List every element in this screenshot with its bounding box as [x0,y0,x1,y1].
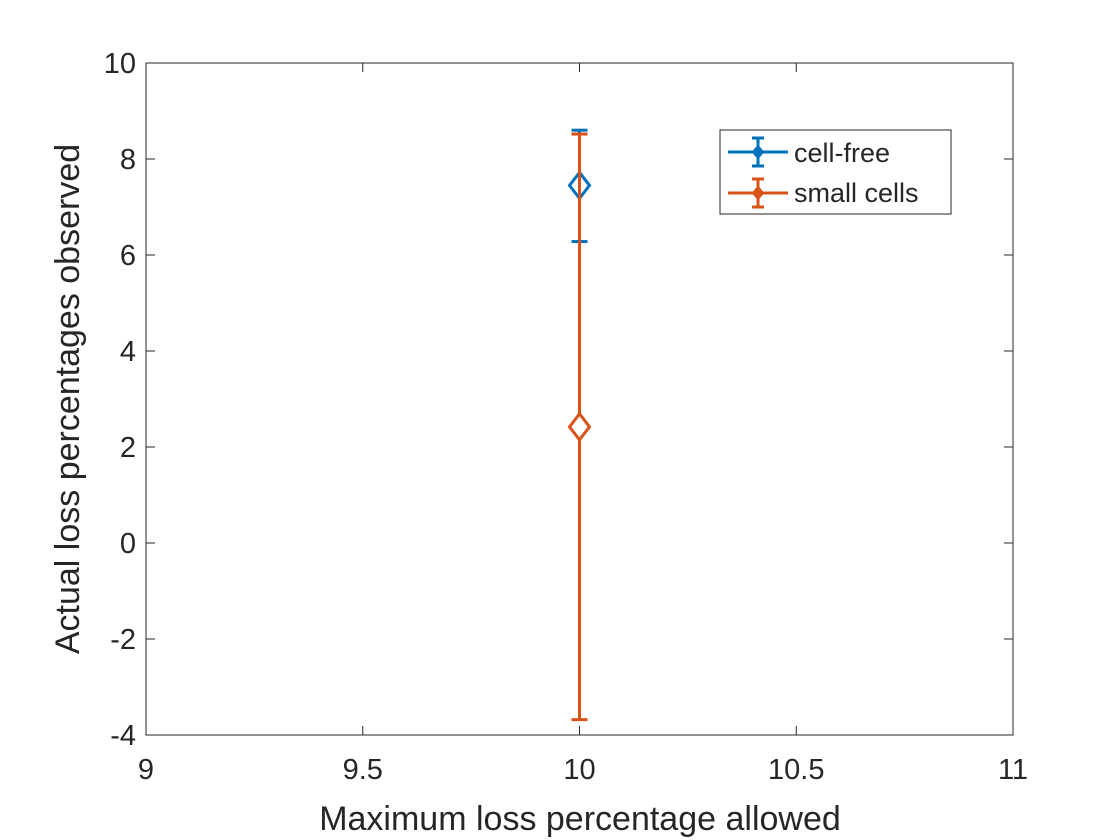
y-tick-label: 4 [120,336,136,368]
y-axis-ticks: -4 -2 0 2 4 6 8 10 [104,48,1013,752]
x-tick-label: 9.5 [343,754,383,786]
y-tick-label: 6 [120,240,136,272]
x-tick-label: 10 [563,754,595,786]
y-tick-label: 2 [120,432,136,464]
y-tick-label: -4 [110,720,136,752]
data-series [567,128,592,722]
legend-label-small-cells: small cells [794,178,919,208]
x-axis-title: Maximum loss percentage allowed [319,800,841,838]
x-tick-label: 10.5 [768,754,824,786]
data-point-marker [567,411,592,443]
legend-label-cell-free: cell-free [794,138,890,168]
x-tick-label: 9 [138,754,154,786]
y-axis-title: Actual loss percentages observed [49,144,87,654]
legend-marker [751,185,765,201]
x-axis-ticks: 9 9.5 10 10.5 11 [138,63,1028,786]
x-tick-label: 11 [998,754,1028,786]
y-tick-label: -2 [110,624,136,656]
y-tick-label: 8 [120,144,136,176]
legend-entry-small-cells [728,177,788,209]
y-tick-label: 10 [104,48,136,80]
legend: cell-free small cells [719,129,952,215]
legend-entry-cell-free [728,136,788,168]
y-tick-label: 0 [120,528,136,560]
legend-marker [751,144,765,160]
